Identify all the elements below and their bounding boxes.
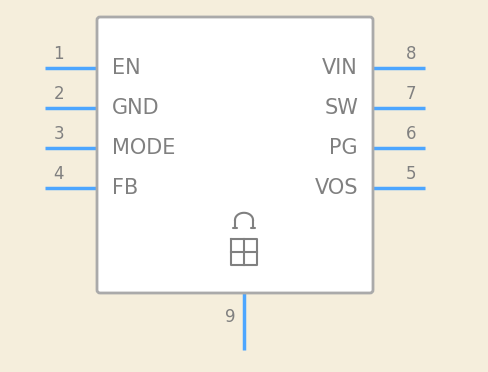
Text: 8: 8 xyxy=(406,45,416,63)
Text: VOS: VOS xyxy=(314,178,358,198)
Text: EN: EN xyxy=(112,58,141,78)
FancyBboxPatch shape xyxy=(97,17,373,293)
Text: 6: 6 xyxy=(406,125,416,143)
Text: VIN: VIN xyxy=(322,58,358,78)
Text: 2: 2 xyxy=(54,85,64,103)
Text: 1: 1 xyxy=(54,45,64,63)
Text: FB: FB xyxy=(112,178,138,198)
Text: PG: PG xyxy=(329,138,358,158)
Text: 3: 3 xyxy=(54,125,64,143)
Text: 4: 4 xyxy=(54,165,64,183)
Text: 7: 7 xyxy=(406,85,416,103)
Text: SW: SW xyxy=(324,98,358,118)
Text: MODE: MODE xyxy=(112,138,175,158)
Text: GND: GND xyxy=(112,98,160,118)
Text: 5: 5 xyxy=(406,165,416,183)
Text: 9: 9 xyxy=(225,308,236,326)
